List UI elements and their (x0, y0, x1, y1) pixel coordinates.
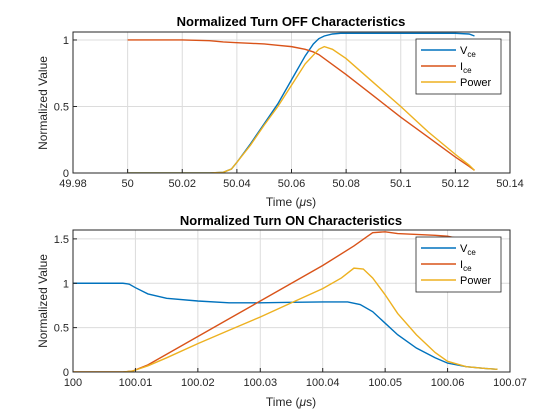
turn-off-legend-label-vce: Vce (460, 45, 476, 59)
turn-on-ytick-label: 1 (63, 278, 69, 290)
turn-on-legend: Vce Ice Power (415, 236, 502, 293)
turn-off-xtick-label: 50.14 (496, 178, 524, 190)
turn-on-xtick-label: 100.02 (181, 377, 215, 389)
turn-on-ticks: 100 100.01 100.02 100.03 100.04 100.05 100.06 1… (54, 234, 527, 389)
turn-on-xtick-label: 100.04 (306, 377, 340, 389)
turn-on-xtick-label: 100.03 (243, 377, 277, 389)
turn-on-xlabel: Time (μs) (266, 395, 316, 409)
turn-off-legend: Vce Ice Power (415, 38, 502, 95)
turn-off-legend-label-power: Power (460, 77, 492, 89)
turn-on-xtick-label: 100.06 (431, 377, 465, 389)
turn-on-xtick-label: 100.01 (119, 377, 153, 389)
turn-off-xtick-label: 50.1 (390, 178, 411, 190)
turn-off-ytick-label: 1 (63, 35, 69, 47)
turn-on-legend-label-ice: Ice (460, 259, 472, 273)
turn-on-series (73, 231, 498, 372)
turn-off-title: Normalized Turn OFF Characteristics (177, 14, 406, 29)
turn-off-xlabel: Time (μs) (266, 195, 316, 209)
turn-on-legend-label-power: Power (460, 275, 492, 287)
turn-on-series-power-line (73, 267, 498, 372)
turn-off-xtick-label: 50.06 (278, 178, 306, 190)
turn-on-ytick-label: 0.5 (54, 323, 69, 335)
turn-on-xtick-label: 100.05 (368, 377, 402, 389)
turn-on-series-vce-line (73, 282, 498, 371)
turn-off-legend-label-ice: Ice (460, 61, 472, 75)
turn-on-plot: 100 100.01 100.02 100.03 100.04 100.05 100.06 1… (36, 213, 527, 409)
turn-on-xtick-label: 100.07 (493, 377, 527, 389)
turn-on-legend-label-vce: Vce (460, 243, 476, 257)
turn-on-xtick-label: 100 (64, 377, 82, 389)
turn-off-ylabel: Normalized Value (36, 56, 50, 150)
turn-on-ytick-label: 1.5 (54, 234, 69, 246)
turn-off-plot: 49.98 50 50.02 50.04 50.06 50.08 50.1 50.12 50.1… (36, 14, 524, 209)
turn-on-series-ice-line (73, 231, 498, 372)
turn-off-xtick-label: 50.02 (168, 178, 196, 190)
turn-on-ytick-label: 0 (63, 367, 69, 379)
turn-off-ytick-label: 0 (63, 168, 69, 180)
turn-off-xtick-label: 50.04 (223, 178, 251, 190)
turn-off-series-power-line (127, 45, 475, 173)
turn-off-xtick-label: 50.08 (332, 178, 360, 190)
turn-off-series (127, 32, 475, 173)
turn-off-xtick-label: 49.98 (59, 178, 87, 190)
turn-off-xtick-label: 50 (122, 178, 134, 190)
turn-on-ylabel: Normalized Value (36, 254, 50, 348)
turn-off-ytick-label: 0.5 (54, 101, 69, 113)
turn-on-title: Normalized Turn ON Characteristics (180, 213, 402, 228)
turn-off-xtick-label: 50.12 (442, 178, 470, 190)
turn-off-ticks: 49.98 50 50.02 50.04 50.06 50.08 50.1 50.12 50.1… (54, 35, 524, 190)
turn-on-axes-box (72, 229, 511, 373)
turn-off-series-ice-line (127, 39, 475, 171)
